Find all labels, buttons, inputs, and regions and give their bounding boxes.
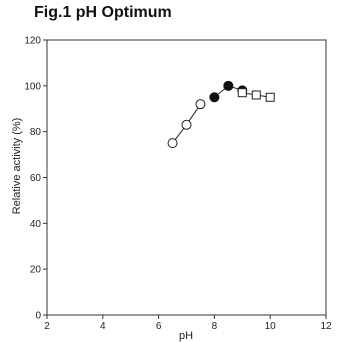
data-point-filled-circle — [209, 92, 220, 103]
data-point-filled-circle — [223, 80, 234, 91]
chart-title: Fig.1 pH Optimum — [34, 4, 172, 21]
y-axis-label: Relative activity (%) — [11, 118, 23, 215]
y-ticks: 0 20 40 60 80 100 120 — [24, 36, 47, 322]
y-tick-label: 20 — [30, 265, 42, 276]
y-tick-label: 120 — [24, 36, 41, 47]
y-tick-label: 60 — [30, 173, 42, 184]
y-tick-label: 80 — [30, 127, 42, 138]
data-point-open-square — [237, 88, 247, 98]
y-tick-label: 100 — [24, 81, 41, 92]
x-tick-label: 12 — [320, 321, 332, 332]
data-point-open-circle — [195, 99, 206, 110]
data-point-open-circle — [181, 119, 192, 130]
series-group — [167, 80, 275, 149]
x-tick-label: 2 — [44, 321, 50, 332]
data-point-open-square — [265, 92, 275, 102]
axes — [46, 39, 327, 316]
x-tick-label: 6 — [156, 321, 162, 332]
x-tick-label: 10 — [265, 321, 277, 332]
x-tick-label: 8 — [212, 321, 218, 332]
data-point-open-circle — [167, 138, 178, 149]
plot-frame — [46, 39, 327, 316]
x-tick-label: 4 — [100, 321, 106, 332]
y-tick-label: 40 — [30, 219, 42, 230]
x-ticks: 2 4 6 8 10 12 — [44, 315, 332, 332]
y-tick-label: 0 — [35, 311, 41, 322]
x-axis-label: pH — [179, 330, 193, 342]
data-point-open-square — [251, 90, 261, 100]
